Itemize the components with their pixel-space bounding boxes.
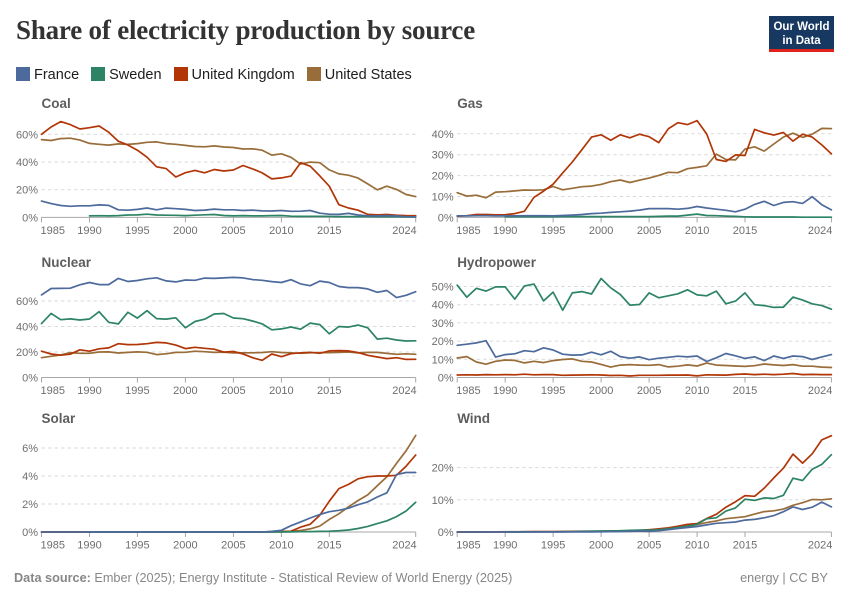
svg-text:1995: 1995 xyxy=(125,385,149,397)
svg-text:1995: 1995 xyxy=(541,385,565,397)
svg-text:1995: 1995 xyxy=(125,225,149,237)
svg-text:0%: 0% xyxy=(22,527,38,539)
svg-text:0%: 0% xyxy=(22,212,38,224)
svg-text:60%: 60% xyxy=(16,296,38,308)
svg-text:2005: 2005 xyxy=(221,225,245,237)
svg-text:0%: 0% xyxy=(438,527,454,539)
svg-text:10%: 10% xyxy=(432,495,454,507)
svg-text:1995: 1995 xyxy=(125,540,149,552)
svg-text:2005: 2005 xyxy=(637,225,661,237)
svg-text:1985: 1985 xyxy=(456,385,480,397)
svg-text:2010: 2010 xyxy=(685,540,709,552)
svg-text:2005: 2005 xyxy=(221,385,245,397)
svg-text:10%: 10% xyxy=(432,192,454,204)
svg-text:1990: 1990 xyxy=(77,540,101,552)
svg-text:30%: 30% xyxy=(432,150,454,162)
svg-text:1995: 1995 xyxy=(541,225,565,237)
svg-text:20%: 20% xyxy=(432,171,454,183)
svg-text:2024: 2024 xyxy=(808,225,832,237)
svg-text:2015: 2015 xyxy=(317,385,341,397)
svg-text:2000: 2000 xyxy=(589,225,613,237)
svg-text:2024: 2024 xyxy=(392,540,416,552)
svg-text:2005: 2005 xyxy=(637,385,661,397)
svg-text:2000: 2000 xyxy=(589,385,613,397)
svg-text:20%: 20% xyxy=(432,336,454,348)
svg-text:20%: 20% xyxy=(16,347,38,359)
svg-text:20%: 20% xyxy=(16,185,38,197)
svg-text:2024: 2024 xyxy=(392,225,416,237)
svg-text:2024: 2024 xyxy=(808,385,832,397)
svg-text:0%: 0% xyxy=(22,373,38,385)
svg-text:20%: 20% xyxy=(432,463,454,475)
svg-text:40%: 40% xyxy=(432,300,454,312)
svg-text:2010: 2010 xyxy=(685,385,709,397)
svg-text:2%: 2% xyxy=(22,499,38,511)
svg-text:6%: 6% xyxy=(22,443,38,455)
svg-text:50%: 50% xyxy=(432,282,454,294)
svg-text:2015: 2015 xyxy=(733,540,757,552)
svg-text:1990: 1990 xyxy=(493,225,517,237)
svg-text:1985: 1985 xyxy=(41,225,65,237)
svg-text:1985: 1985 xyxy=(456,225,480,237)
svg-text:0%: 0% xyxy=(438,373,454,385)
svg-text:1985: 1985 xyxy=(41,540,65,552)
svg-text:2015: 2015 xyxy=(317,225,341,237)
svg-text:1995: 1995 xyxy=(541,540,565,552)
svg-text:2000: 2000 xyxy=(173,225,197,237)
svg-text:2005: 2005 xyxy=(637,540,661,552)
svg-text:2010: 2010 xyxy=(269,225,293,237)
svg-text:40%: 40% xyxy=(16,322,38,334)
svg-text:1990: 1990 xyxy=(77,225,101,237)
svg-text:2024: 2024 xyxy=(808,540,832,552)
svg-text:1985: 1985 xyxy=(41,385,65,397)
svg-text:4%: 4% xyxy=(22,471,38,483)
svg-text:2000: 2000 xyxy=(173,540,197,552)
svg-text:2015: 2015 xyxy=(733,225,757,237)
svg-text:1985: 1985 xyxy=(456,540,480,552)
svg-text:40%: 40% xyxy=(432,129,454,141)
svg-text:2010: 2010 xyxy=(269,540,293,552)
svg-text:40%: 40% xyxy=(16,157,38,169)
svg-text:1990: 1990 xyxy=(493,540,517,552)
svg-text:2024: 2024 xyxy=(392,385,416,397)
svg-text:2010: 2010 xyxy=(685,225,709,237)
svg-text:10%: 10% xyxy=(432,354,454,366)
svg-text:30%: 30% xyxy=(432,318,454,330)
svg-text:1990: 1990 xyxy=(493,385,517,397)
svg-text:60%: 60% xyxy=(16,129,38,141)
svg-text:2015: 2015 xyxy=(733,385,757,397)
svg-text:2000: 2000 xyxy=(173,385,197,397)
svg-text:1990: 1990 xyxy=(77,385,101,397)
svg-text:2000: 2000 xyxy=(589,540,613,552)
svg-text:2010: 2010 xyxy=(269,385,293,397)
svg-text:2005: 2005 xyxy=(221,540,245,552)
svg-text:0%: 0% xyxy=(438,212,454,224)
svg-text:2015: 2015 xyxy=(317,540,341,552)
